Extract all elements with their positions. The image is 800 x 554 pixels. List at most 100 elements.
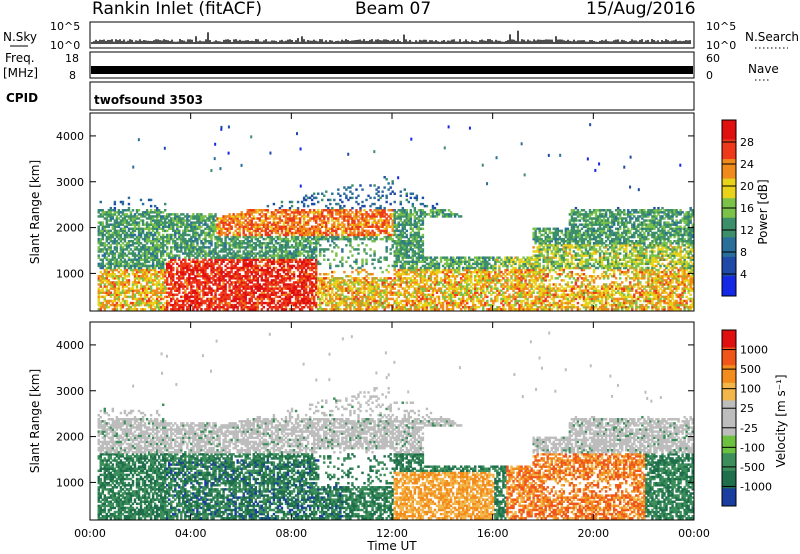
heatmap-cell (298, 252, 302, 255)
heatmap-cell (105, 213, 109, 216)
heatmap-cell (123, 303, 127, 307)
heatmap-cell (192, 305, 195, 309)
heatmap-cell (202, 229, 205, 233)
heatmap-cell (212, 233, 215, 237)
heatmap-cell (123, 264, 127, 268)
heatmap-cell (242, 246, 245, 249)
heatmap-cell (159, 252, 163, 255)
heatmap-cell (302, 211, 306, 214)
heatmap-cell (248, 301, 251, 305)
heatmap-cell (304, 211, 308, 214)
heatmap-cell (317, 279, 320, 282)
heatmap-cell (331, 235, 334, 239)
heatmap-cell (143, 277, 147, 280)
heatmap-cell (319, 233, 322, 237)
heatmap-cell (204, 279, 207, 282)
heatmap-cell (224, 272, 227, 276)
heatmap-cell (180, 260, 183, 264)
heatmap-cell (238, 248, 241, 251)
heatmap-cell (214, 260, 217, 264)
heatmap-cell (351, 303, 354, 307)
heatmap-cell (174, 235, 177, 239)
heatmap-cell (109, 250, 113, 253)
heatmap-cell (290, 252, 294, 255)
heatmap-cell (194, 266, 197, 270)
heatmap-cell (224, 287, 227, 290)
heatmap-cell (355, 289, 358, 292)
heatmap-cell (113, 297, 117, 301)
heatmap-cell (335, 297, 338, 301)
heatmap-cell (202, 268, 205, 272)
heatmap-cell (206, 287, 209, 290)
heatmap-cell (355, 215, 358, 218)
heatmap-cell (325, 237, 328, 241)
heatmap-cell (290, 217, 294, 220)
heatmap-cell (115, 244, 119, 247)
heatmap-cell (240, 266, 243, 270)
heatmap-cell (204, 283, 207, 286)
heatmap-cell (129, 244, 133, 247)
heatmap-cell (109, 252, 113, 255)
heatmap-cell (234, 254, 237, 257)
heatmap-cell (288, 246, 292, 249)
heatmap-cell (341, 250, 344, 253)
heatmap-cell (359, 223, 362, 226)
heatmap-cell (147, 260, 151, 264)
heatmap-cell (349, 285, 352, 288)
heatmap-cell (117, 270, 121, 274)
heatmap-cell (278, 258, 282, 261)
heatmap-cell (274, 248, 278, 251)
heatmap-cell (186, 244, 189, 247)
heatmap-cell (192, 217, 195, 220)
heatmap-cell (178, 291, 181, 294)
heatmap-cell (168, 219, 171, 222)
heatmap-cell (359, 225, 362, 228)
heatmap-cell (369, 285, 372, 288)
heatmap-cell (168, 264, 171, 268)
heatmap-cell (123, 260, 127, 264)
heatmap-cell (304, 291, 308, 294)
heatmap-cell (206, 219, 209, 222)
heatmap-cell (256, 305, 260, 309)
heatmap-cell (166, 239, 169, 243)
heatmap-cell (236, 252, 239, 255)
heatmap-cell (254, 217, 258, 220)
heatmap-cell (323, 308, 326, 311)
heatmap-cell (345, 227, 348, 231)
heatmap-cell (103, 244, 107, 247)
heatmap-cell (365, 303, 368, 307)
heatmap-cell (260, 279, 264, 282)
heatmap-cell (139, 283, 143, 286)
heatmap-cell (218, 301, 221, 305)
heatmap-cell (363, 283, 366, 286)
heatmap-cell (351, 289, 354, 292)
heatmap-cell (166, 308, 169, 311)
heatmap-cell (97, 239, 100, 243)
heatmap-cell (176, 277, 179, 280)
heatmap-cell (302, 301, 306, 305)
heatmap-cell (367, 285, 370, 288)
heatmap-cell (278, 206, 282, 210)
heatmap-cell (117, 303, 121, 307)
heatmap-cell (170, 225, 173, 228)
heatmap-cell (101, 231, 104, 235)
heatmap-cell (298, 219, 302, 222)
heatmap-cell (107, 270, 111, 274)
heatmap-cell (196, 213, 199, 216)
heatmap-cell (218, 272, 221, 276)
heatmap-cell (113, 221, 117, 224)
heatmap-cell (272, 244, 276, 247)
heatmap-cell (310, 268, 314, 272)
heatmap-cell (266, 235, 270, 239)
heatmap-cell (335, 225, 338, 228)
freq-tick-top: 18 (65, 52, 79, 65)
heatmap-cell (204, 270, 207, 274)
heatmap-cell (212, 262, 215, 266)
heatmap-cell (166, 213, 169, 216)
heatmap-cell (373, 217, 376, 220)
heatmap-cell (232, 295, 235, 299)
heatmap-cell (121, 260, 125, 264)
heatmap-cell (323, 219, 326, 222)
heatmap-cell (347, 297, 350, 301)
heatmap-cell (347, 233, 350, 237)
